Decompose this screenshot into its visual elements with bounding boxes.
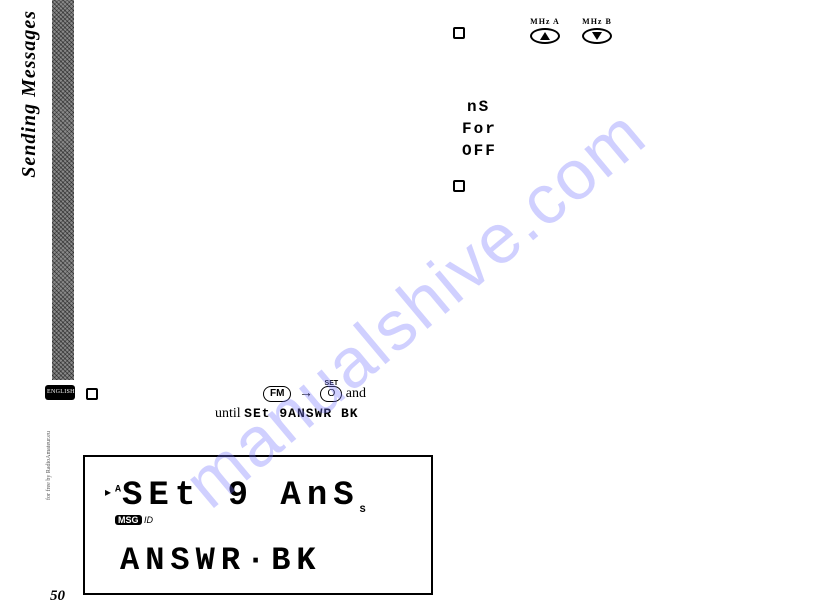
- lcd-cursor-icon: ▸: [105, 485, 111, 500]
- step-instruction-line2: until SEt 9ANSWR BK: [215, 406, 359, 422]
- step-checkbox-3: [86, 388, 98, 400]
- display-option-ns: nS: [467, 98, 490, 116]
- mhz-a-label: MHz A: [530, 17, 560, 26]
- mhz-down-button[interactable]: MHz B: [582, 17, 612, 44]
- section-title: Sending Messages: [18, 10, 41, 178]
- lcd-display-box: ▸ ASEt 9 AnSS MSG ID ANSWR·BK: [83, 455, 433, 595]
- set-button-icon: SET O: [320, 386, 342, 402]
- triangle-down-icon: [592, 32, 602, 40]
- display-option-off: OFF: [462, 142, 497, 160]
- step-display-text: SEt 9ANSWR BK: [244, 406, 358, 421]
- step-tail-text: and: [346, 386, 366, 401]
- page-number: 50: [50, 588, 65, 605]
- step-checkbox-2: [453, 180, 465, 192]
- fm-button-icon: FM: [263, 386, 291, 402]
- display-option-for: For: [462, 120, 497, 138]
- lcd-msg-id: MSG ID: [115, 515, 153, 525]
- margin-noise-bar: [52, 0, 74, 380]
- triangle-up-icon: [540, 32, 550, 40]
- language-badge: [45, 385, 75, 400]
- mhz-b-label: MHz B: [582, 17, 612, 26]
- lcd-bottom-line: ANSWR·BK: [120, 542, 322, 579]
- step-instruction-line1: FM → SET O and: [200, 386, 366, 402]
- arrow-icon: →: [299, 386, 313, 401]
- lcd-top-line: ASEt 9 AnSS: [115, 477, 367, 516]
- mhz-up-button[interactable]: MHz A: [530, 17, 560, 44]
- credit-text: for free by RadioAmateur.eu: [46, 431, 53, 500]
- step-checkbox-1: [453, 27, 465, 39]
